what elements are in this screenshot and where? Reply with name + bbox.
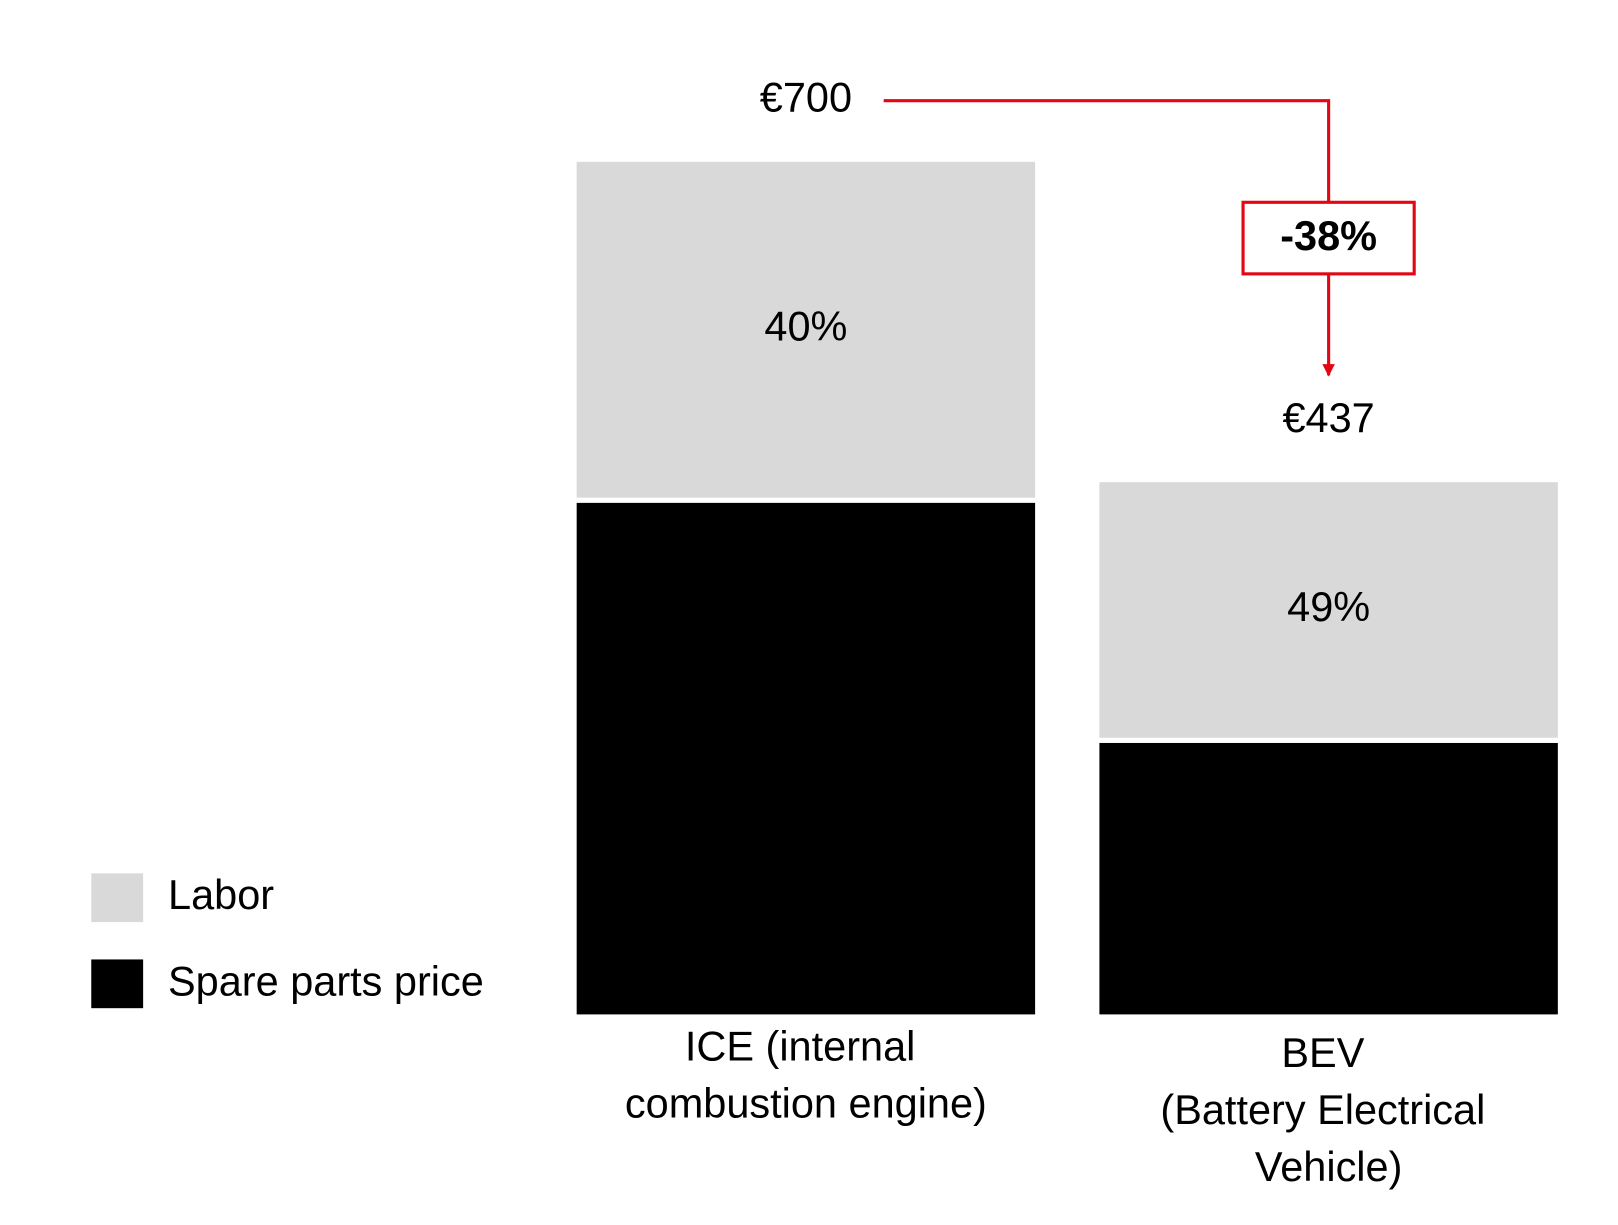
x-tick-label-line: ICE (internal: [685, 1023, 927, 1070]
bar-segment: [1099, 742, 1558, 1015]
x-tick-label-line: BEV: [1281, 1029, 1376, 1076]
segment-label: 51%: [1287, 852, 1370, 899]
segment-label: 49%: [1287, 583, 1370, 630]
change-connector: [883, 99, 1331, 203]
change-box: [1241, 200, 1416, 276]
legend-swatch: [91, 873, 144, 923]
bar-segment: [576, 161, 1036, 498]
legend-label: Spare parts price: [168, 957, 484, 1004]
x-tick-label-line: Vehicle): [1255, 1143, 1403, 1190]
segment-label: 60%: [764, 732, 847, 779]
legend-swatch: [91, 959, 144, 1009]
bar-segment: [1099, 482, 1558, 738]
change-label: -38%: [1280, 212, 1377, 259]
total-label: €700: [760, 74, 852, 121]
segment-label: 40%: [764, 303, 847, 350]
x-tick-label-line: combustion engine): [625, 1080, 987, 1127]
total-label: €437: [1282, 394, 1374, 441]
x-tick-label: BEV (Battery Electrical Vehicle): [1160, 1029, 1496, 1190]
bar-segment: [576, 502, 1036, 1015]
x-tick-label: ICE (internal combustion engine): [625, 1023, 987, 1127]
x-tick-label-line: (Battery Electrical: [1160, 1086, 1496, 1133]
legend-label: Labor: [168, 871, 274, 918]
